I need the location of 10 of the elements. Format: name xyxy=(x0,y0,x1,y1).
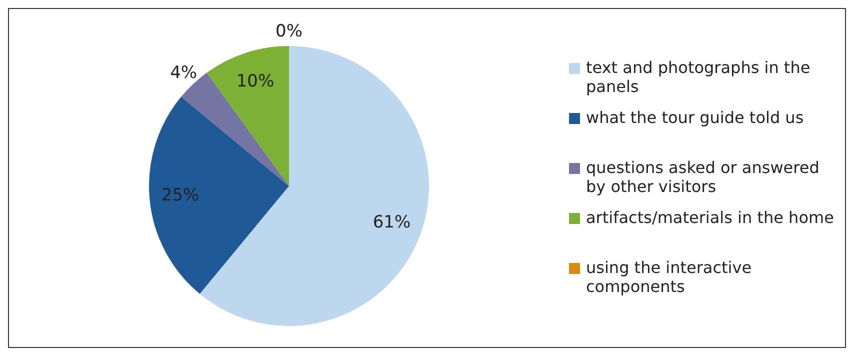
data-label: 4% xyxy=(170,63,198,84)
data-label: 61% xyxy=(372,212,411,232)
legend-label: questions asked or answered by other visitors xyxy=(586,158,820,196)
text: 0% xyxy=(276,21,302,42)
legend-label: what the tour guide told us xyxy=(586,108,804,127)
legend-label: text and photographs in the panels xyxy=(586,58,812,96)
data-label: 25% xyxy=(161,186,200,206)
legend-label: using the interactive components xyxy=(586,258,753,296)
legend-label: artifacts/materials in the home xyxy=(586,208,834,227)
data-label: 10% xyxy=(236,72,274,92)
